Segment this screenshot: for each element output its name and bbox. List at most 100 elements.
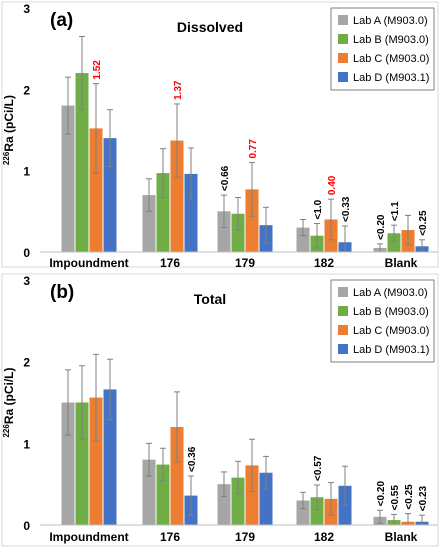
legend-swatch bbox=[338, 344, 348, 354]
legend-label: Lab C (M903.0) bbox=[353, 325, 429, 337]
error-bar bbox=[342, 465, 348, 506]
bar-total bbox=[296, 500, 310, 525]
data-label: <0.25 bbox=[418, 210, 429, 236]
legend-label: Lab D (M903.1) bbox=[353, 344, 429, 356]
chart-title: Dissolved bbox=[177, 19, 243, 35]
legend-frame bbox=[330, 7, 435, 91]
error-bar bbox=[65, 369, 71, 436]
x-tick-label: Impoundment bbox=[49, 530, 128, 544]
bar-dissolved bbox=[75, 73, 89, 252]
error-bar bbox=[314, 223, 320, 249]
legend-label: Lab B (M903.0) bbox=[353, 34, 429, 46]
error-bar bbox=[188, 147, 194, 201]
error-bar bbox=[328, 482, 334, 516]
y-tick-label: 0 bbox=[23, 246, 30, 260]
y-tick-label: 0 bbox=[23, 519, 30, 533]
error-bar bbox=[235, 460, 241, 495]
data-label: <0.25 bbox=[404, 484, 415, 510]
error-bar bbox=[377, 509, 383, 524]
x-tick-label: Blank bbox=[385, 530, 418, 544]
bar-total bbox=[142, 459, 156, 525]
legend-swatch bbox=[338, 34, 348, 44]
legend-label: Lab B (M903.0) bbox=[353, 306, 429, 318]
bar-dissolved bbox=[89, 128, 103, 252]
panel-dissolved: 0 1 2 3 226Ra (pCi/L) (a) Dissolved Impoundment… bbox=[1, 1, 439, 270]
error-bar bbox=[235, 197, 241, 231]
data-label: <0.55 bbox=[390, 485, 401, 511]
legend-swatch bbox=[338, 306, 348, 316]
x-tick-label: 182 bbox=[314, 256, 334, 270]
y-axis-title-text: Ra (pCi/L) bbox=[2, 367, 16, 424]
legend-frame bbox=[330, 279, 435, 363]
y-axis-title: 226Ra (pCi/L) bbox=[2, 367, 17, 437]
error-bar bbox=[221, 471, 227, 497]
error-bar bbox=[174, 391, 180, 463]
y-tick-label: 1 bbox=[23, 165, 30, 179]
y-tick-label: 1 bbox=[23, 437, 30, 451]
data-label: <0.20 bbox=[376, 214, 387, 240]
error-bar bbox=[146, 442, 152, 477]
bar-dissolved bbox=[231, 213, 245, 252]
bar-dissolved bbox=[61, 105, 75, 252]
data-label: <0.23 bbox=[418, 485, 429, 511]
legend-swatch bbox=[338, 287, 348, 297]
bar-dissolved bbox=[103, 138, 117, 252]
panel-frame bbox=[1, 273, 439, 547]
y-axis-title-superscript: 226 bbox=[2, 151, 11, 165]
data-label: <0.33 bbox=[341, 196, 352, 222]
x-tick-label: 179 bbox=[235, 256, 255, 270]
y-axis-title: 226Ra (pCi/L) bbox=[2, 95, 17, 165]
error-bar bbox=[188, 475, 194, 516]
bar-total bbox=[89, 397, 103, 525]
error-bar bbox=[300, 491, 306, 510]
error-bar bbox=[65, 76, 71, 135]
x-tick-label: Blank bbox=[385, 256, 418, 270]
bar-dissolved bbox=[296, 227, 310, 252]
y-axis-title-superscript: 226 bbox=[2, 424, 11, 438]
error-bar bbox=[79, 35, 85, 111]
data-label: <0.36 bbox=[187, 446, 198, 472]
legend: Lab A (M903.0) Lab B (M903.0) Lab C (M903.… bbox=[330, 7, 435, 91]
data-label: <0.66 bbox=[220, 165, 231, 191]
bar-total bbox=[75, 402, 89, 525]
bar-dissolved bbox=[170, 140, 184, 252]
error-bar bbox=[263, 455, 269, 490]
bar-dissolved bbox=[217, 211, 231, 252]
error-bar bbox=[221, 194, 227, 229]
y-tick-label: 3 bbox=[23, 2, 30, 16]
error-bar bbox=[391, 224, 397, 242]
error-bar bbox=[249, 438, 255, 493]
error-bar bbox=[93, 353, 99, 442]
bar-dissolved bbox=[245, 189, 259, 252]
error-bar bbox=[300, 218, 306, 237]
data-label: <0.20 bbox=[376, 481, 387, 507]
bar-dissolved bbox=[142, 195, 156, 252]
legend-label: Lab D (M903.1) bbox=[353, 72, 429, 84]
data-label: 0.77 bbox=[248, 139, 259, 159]
x-tick-label: Impoundment bbox=[49, 256, 128, 270]
legend-label: Lab A (M903.0) bbox=[353, 15, 428, 27]
legend-label: Lab A (M903.0) bbox=[353, 287, 428, 299]
error-bar bbox=[93, 83, 99, 174]
data-label: 1.52 bbox=[92, 60, 103, 80]
error-bar bbox=[314, 484, 320, 510]
error-bar bbox=[249, 162, 255, 217]
error-bar bbox=[107, 358, 113, 421]
x-tick-label: 182 bbox=[314, 530, 334, 544]
panel-total: 0 1 2 3 226Ra (pCi/L) (b) Total Impoundment 176 1… bbox=[1, 273, 439, 547]
legend-swatch bbox=[338, 325, 348, 335]
bar-total bbox=[310, 497, 324, 525]
bar-total bbox=[156, 464, 170, 525]
legend-swatch bbox=[338, 15, 348, 25]
data-label: <1.1 bbox=[390, 201, 401, 221]
error-bar bbox=[107, 109, 113, 168]
x-tick-label: 179 bbox=[235, 530, 255, 544]
panel-label: (b) bbox=[50, 282, 74, 303]
data-label: 0.40 bbox=[327, 175, 338, 195]
x-tick-label: 176 bbox=[160, 256, 180, 270]
error-bar bbox=[328, 198, 334, 241]
error-bar bbox=[174, 103, 180, 178]
bar-total bbox=[245, 465, 259, 525]
legend-swatch bbox=[338, 53, 348, 63]
